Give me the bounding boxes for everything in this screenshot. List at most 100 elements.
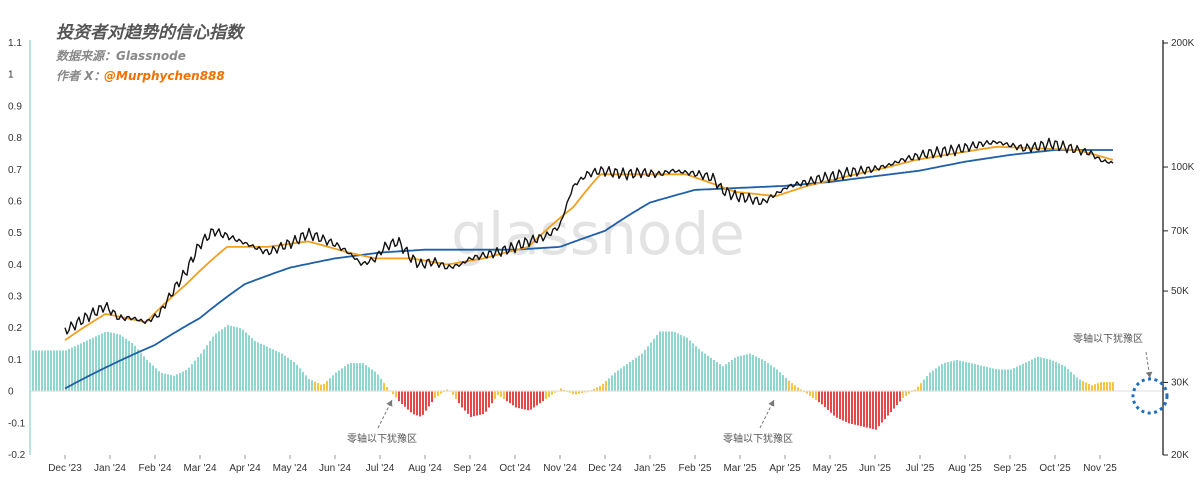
- histogram-bar: [512, 391, 514, 406]
- left-tick-label: 0.3: [8, 292, 22, 303]
- histogram-bar: [1061, 364, 1063, 392]
- histogram-bar: [266, 346, 268, 392]
- histogram-bar: [572, 391, 574, 395]
- histogram-bar: [533, 391, 535, 408]
- x-tick-label: May '24: [273, 463, 308, 474]
- histogram-bar: [488, 391, 490, 408]
- x-axis-ticks: Dec '23 Jan '24 Feb '24 Mar '24 Apr '24 May '…: [48, 455, 1117, 474]
- right-tick-label: 50K: [1171, 286, 1189, 297]
- histogram-bar: [866, 391, 868, 428]
- histogram-bar: [902, 391, 904, 398]
- histogram-bar: [1070, 371, 1072, 392]
- histogram-bar: [227, 325, 229, 392]
- histogram-bar: [740, 355, 742, 392]
- histogram-bar: [884, 391, 886, 420]
- histogram-bar: [1037, 356, 1039, 392]
- histogram-bar: [638, 355, 640, 392]
- histogram-bar: [596, 387, 598, 392]
- histogram-bar: [929, 372, 931, 392]
- histogram-bar: [83, 341, 85, 392]
- histogram-bar: [191, 364, 193, 392]
- histogram-bar: [734, 357, 736, 392]
- histogram-bar: [698, 349, 700, 392]
- histogram-bar: [212, 336, 214, 392]
- histogram-bar: [917, 386, 919, 392]
- histogram-bar: [551, 391, 553, 395]
- histogram-bar: [1013, 368, 1015, 392]
- histogram-bar: [701, 351, 703, 392]
- histogram-bar: [176, 374, 178, 392]
- histogram-bar: [671, 331, 673, 392]
- right-tick-label: 20K: [1171, 450, 1189, 461]
- histogram-bar: [947, 362, 949, 392]
- histogram-bar: [1076, 377, 1078, 392]
- histogram-bar: [284, 355, 286, 392]
- histogram-bar: [404, 391, 406, 407]
- histogram-bar: [35, 350, 37, 392]
- histogram-bar: [758, 357, 760, 392]
- x-tick-label: Feb '24: [138, 463, 171, 474]
- histogram-bar: [218, 331, 220, 392]
- histogram-bar: [1100, 382, 1102, 392]
- histogram-bar: [233, 326, 235, 392]
- histogram-bar: [788, 380, 790, 392]
- histogram-bar: [539, 391, 541, 404]
- histogram-bar: [281, 353, 283, 392]
- histogram-bar: [416, 391, 418, 416]
- histogram-bar: [950, 361, 952, 392]
- histogram-bar: [962, 361, 964, 392]
- histogram-bar: [326, 381, 328, 392]
- x-tick-label: Dec '23: [48, 463, 82, 474]
- annotation-arrow-head: [768, 400, 775, 407]
- histogram-bar: [527, 391, 529, 411]
- histogram-bar: [794, 385, 796, 392]
- histogram-bar: [1097, 383, 1099, 392]
- histogram-bar: [497, 391, 499, 395]
- histogram-bar: [98, 334, 100, 392]
- histogram-bar: [179, 372, 181, 392]
- histogram-bar: [680, 334, 682, 392]
- histogram-bar: [107, 331, 109, 392]
- histogram-bar: [1046, 358, 1048, 392]
- price-line: [64, 137, 1114, 335]
- histogram-bar: [254, 340, 256, 392]
- histogram-bar: [428, 391, 430, 407]
- left-tick-label: 0.5: [8, 228, 22, 239]
- histogram-bar: [1010, 369, 1012, 392]
- histogram-bar: [926, 376, 928, 392]
- histogram-bar: [368, 367, 370, 392]
- histogram-bar: [77, 344, 79, 392]
- histogram-bar: [206, 345, 208, 392]
- histogram-bar: [377, 374, 379, 392]
- histogram-bar: [761, 359, 763, 392]
- histogram-bar: [1094, 384, 1096, 392]
- histogram-bar: [329, 378, 331, 392]
- histogram-bar: [167, 374, 169, 392]
- right-axis-ticks: 200K 100K 70K 50K 30K 20K: [1163, 38, 1195, 461]
- histogram-bar: [230, 325, 232, 392]
- x-tick-label: Sep '25: [993, 463, 1027, 474]
- histogram-bar: [923, 379, 925, 392]
- histogram-bar: [1109, 382, 1111, 392]
- histogram-bar: [875, 391, 877, 430]
- histogram-bar: [335, 372, 337, 392]
- histogram-bar: [479, 391, 481, 415]
- histogram-bar: [221, 329, 223, 392]
- right-tick-label: 70K: [1171, 226, 1189, 237]
- histogram-bar: [773, 367, 775, 392]
- histogram-bar: [737, 356, 739, 392]
- histogram-bar: [1007, 369, 1009, 392]
- histogram-bar: [1079, 379, 1081, 392]
- author-handle: @Murphychen888: [104, 69, 225, 83]
- x-tick-label: Apr '25: [769, 463, 801, 474]
- histogram-bar: [500, 391, 502, 397]
- histogram-bar: [602, 383, 604, 392]
- histogram-bar: [695, 346, 697, 392]
- histogram-bar: [593, 388, 595, 392]
- histogram-bar: [707, 355, 709, 392]
- histogram-bar: [251, 338, 253, 392]
- histogram-bar: [140, 352, 142, 392]
- histogram-bar: [662, 331, 664, 392]
- histogram-bar: [44, 350, 46, 392]
- histogram-bar: [128, 340, 130, 392]
